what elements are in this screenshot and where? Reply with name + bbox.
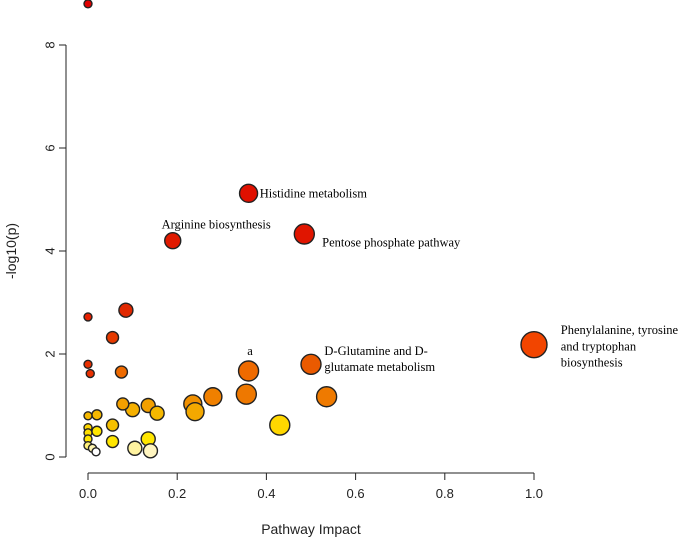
x-tick-label: 0.0 — [79, 486, 97, 501]
data-point — [105, 330, 120, 345]
data-point — [91, 447, 101, 457]
y-ticks: 0 2 4 6 8 — [43, 41, 66, 461]
y-tick-label: 0 — [43, 453, 58, 460]
data-point — [185, 401, 205, 422]
y-tick-label: 4 — [43, 247, 58, 254]
x-ticks: 0.0 0.2 0.4 0.6 0.8 1.0 — [79, 473, 543, 501]
data-point — [203, 387, 223, 407]
y-tick-label: 2 — [43, 350, 58, 357]
data-point — [83, 0, 93, 9]
point-annotation-line: Phenylalanine, tyrosine — [561, 323, 679, 337]
x-tick-label: 0.8 — [436, 486, 454, 501]
data-point — [118, 302, 134, 318]
point-annotation: Arginine biosynthesis — [162, 218, 271, 232]
y-axis-title: -log10(p) — [3, 223, 19, 279]
point-annotation: Histidine metabolism — [260, 187, 368, 201]
data-point — [293, 223, 316, 245]
data-point — [105, 434, 120, 449]
data-point — [269, 414, 291, 436]
x-tick-label: 0.4 — [257, 486, 275, 501]
data-point — [315, 386, 338, 408]
point-annotation-line: glutamate metabolism — [324, 360, 435, 374]
data-point — [149, 405, 165, 421]
point-annotation-line: a — [247, 344, 253, 358]
point-annotation-line: Pentose phosphate pathway — [322, 236, 461, 250]
data-point — [164, 231, 182, 250]
y-tick-label: 6 — [43, 144, 58, 151]
data-point — [520, 331, 548, 359]
data-point — [235, 383, 258, 405]
data-point — [83, 312, 93, 322]
data-point — [142, 443, 159, 459]
x-tick-label: 0.6 — [347, 486, 365, 501]
data-point — [83, 359, 93, 369]
point-annotation-line: Histidine metabolism — [260, 187, 368, 201]
data-point — [127, 440, 143, 456]
data-point — [91, 409, 103, 421]
point-annotation: D-Glutamine and D-glutamate metabolism — [324, 344, 435, 374]
x-tick-label: 0.2 — [168, 486, 186, 501]
annotations: Histidine metabolism Arginine biosynthesi… — [162, 187, 679, 374]
data-point — [83, 411, 93, 421]
x-axis-title: Pathway Impact — [261, 521, 361, 537]
data-point — [91, 425, 103, 437]
data-point — [114, 365, 129, 379]
x-tick-label: 1.0 — [525, 486, 543, 501]
point-annotation: Phenylalanine, tyrosine and tryptophan bio… — [561, 323, 679, 370]
data-point — [105, 418, 120, 432]
data-point — [85, 368, 95, 379]
point-annotation-line: biosynthesis — [561, 356, 623, 370]
axes: 0.0 0.2 0.4 0.6 0.8 1.0 0 2 4 6 8 — [43, 41, 543, 501]
point-annotation: a — [247, 344, 253, 358]
point-annotation-line: and tryptophan — [561, 339, 637, 353]
y-tick-label: 8 — [43, 41, 58, 48]
point-annotation-line: Arginine biosynthesis — [162, 218, 271, 232]
data-point — [237, 360, 260, 382]
point-annotation-line: D-Glutamine and D- — [324, 344, 427, 358]
data-points — [83, 0, 548, 459]
data-point — [300, 353, 322, 375]
data-point — [238, 183, 259, 204]
data-point — [116, 397, 130, 411]
point-annotation: Pentose phosphate pathway — [322, 236, 461, 250]
